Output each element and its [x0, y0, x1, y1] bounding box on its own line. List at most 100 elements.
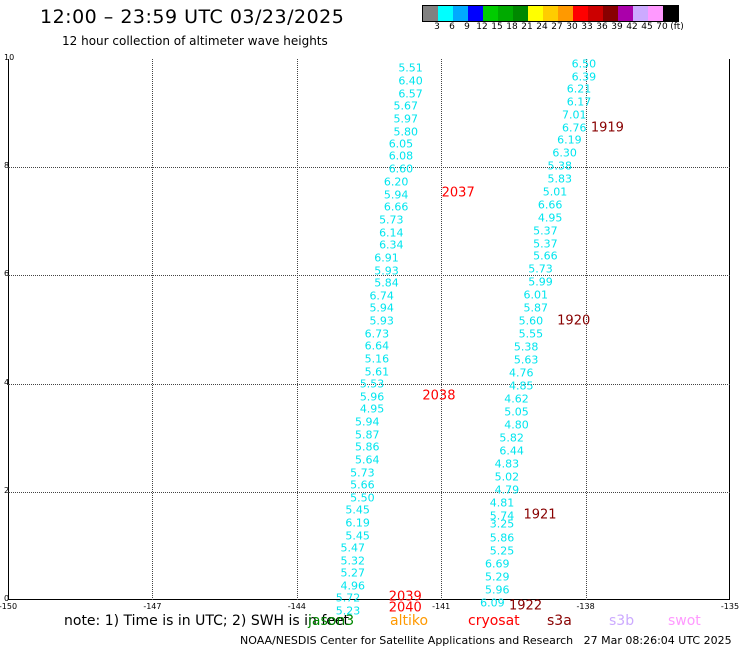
pass-time-label: 1921 [523, 507, 557, 523]
color-swatch [573, 6, 588, 21]
color-swatch [423, 6, 438, 21]
color-scale-label: 27 [551, 22, 563, 32]
color-swatch [543, 6, 558, 21]
color-swatch [558, 6, 573, 21]
swh-value: 6.40 [398, 74, 423, 88]
swh-value: 4.79 [494, 483, 520, 497]
swh-value: 5.37 [533, 224, 558, 238]
swh-value: 4.80 [504, 418, 529, 432]
swh-value: 6.19 [345, 516, 370, 530]
color-scale-label: 36 [596, 22, 608, 32]
satellite-legend-s3b: s3b [609, 613, 635, 629]
swh-value: 5.86 [355, 440, 380, 454]
swh-value: 5.87 [355, 428, 380, 442]
swh-value: 5.74 [489, 509, 515, 523]
swh-value: 5.63 [513, 353, 539, 367]
color-scale-label: 3 [434, 22, 440, 32]
swh-value: 5.25 [489, 544, 515, 558]
color-scale-label: (ft) [670, 22, 684, 32]
swh-value: 5.64 [355, 453, 380, 467]
pass-time-label: 1919 [590, 120, 624, 136]
color-swatch [618, 6, 633, 21]
swh-value: 3.25 [489, 517, 515, 531]
swh-value: 6.69 [484, 557, 510, 571]
swh-value: 5.50 [350, 491, 375, 505]
swh-value: 4.76 [509, 366, 534, 380]
color-scale-label: 24 [536, 22, 548, 32]
swh-value: 5.96 [359, 390, 385, 404]
swh-value: 5.94 [369, 301, 394, 315]
swh-value: 6.39 [571, 70, 597, 84]
swh-value: 5.82 [499, 431, 524, 445]
swh-value: 5.94 [383, 188, 409, 202]
swh-value: 5.73 [528, 262, 553, 276]
gridline-vertical [585, 59, 587, 600]
swh-value: 5.72 [335, 591, 361, 605]
swh-value: 6.74 [369, 289, 394, 303]
swh-value: 6.66 [383, 200, 409, 214]
satellite-legend-altiko: altiko [390, 613, 429, 629]
chart-title: 12:00 – 23:59 UTC 03/23/2025 [40, 6, 345, 28]
swh-value: 6.01 [523, 288, 548, 302]
color-swatch [513, 6, 528, 21]
satellite-legend-jason3: jason3 [308, 613, 355, 629]
plot-area [8, 59, 730, 600]
swh-value: 5.37 [533, 237, 558, 251]
swh-value: 6.17 [566, 95, 592, 109]
swh-value: 6.34 [379, 238, 404, 252]
swh-value: 5.80 [393, 125, 419, 139]
swh-value: 6.50 [571, 57, 597, 71]
swh-value: 5.84 [374, 276, 399, 290]
swh-value: 4.62 [504, 392, 529, 406]
swh-value: 6.09 [480, 596, 505, 610]
swh-value: 6.60 [388, 162, 414, 176]
wave-height-color-scale [422, 5, 679, 22]
x-tick-label: -135 [720, 602, 740, 611]
swh-value: 6.20 [383, 175, 409, 189]
color-swatch [483, 6, 498, 21]
swh-value: 6.66 [537, 198, 563, 212]
swh-value: 5.32 [340, 554, 366, 567]
swh-value: 4.95 [359, 402, 385, 416]
color-swatch [588, 6, 603, 21]
pass-time-label: 1920 [557, 313, 591, 329]
swh-value: 5.29 [484, 570, 510, 584]
swh-value: 5.45 [345, 529, 370, 543]
color-scale-label: 18 [506, 22, 518, 32]
swh-value: 5.47 [340, 541, 366, 555]
swh-value: 5.38 [547, 159, 573, 173]
satellite-legend-s3a: s3a [547, 613, 572, 629]
swh-value: 6.08 [388, 149, 414, 163]
pass-time-label: 2038 [422, 388, 456, 403]
color-scale-label: 15 [491, 22, 503, 32]
color-swatch [603, 6, 618, 21]
color-swatch [468, 6, 483, 21]
chart-subtitle: 12 hour collection of altimeter wave hei… [62, 34, 328, 48]
swh-value: 5.01 [542, 185, 568, 199]
swh-value: 5.93 [369, 314, 394, 328]
swh-value: 5.83 [547, 172, 573, 186]
swh-value: 6.30 [552, 146, 577, 160]
swh-value: 5.94 [355, 415, 380, 429]
y-tick-label: 8 [4, 161, 10, 171]
swh-value: 7.01 [561, 108, 587, 122]
swh-value: 5.87 [523, 301, 548, 315]
color-scale-label: 6 [449, 22, 455, 32]
x-tick-label: -144 [287, 602, 306, 611]
swh-value: 5.60 [518, 314, 544, 328]
color-scale-label: 42 [626, 22, 638, 32]
gridline-vertical [152, 59, 154, 600]
swh-value: 5.66 [533, 249, 558, 263]
legend-note: note: 1) Time is in UTC; 2) SWH is in fe… [64, 613, 350, 629]
swh-value: 5.38 [513, 340, 539, 354]
color-swatch [663, 6, 678, 21]
swh-value: 6.21 [566, 82, 592, 96]
swh-value: 5.86 [489, 531, 515, 545]
color-swatch [453, 6, 468, 21]
swh-value: 4.83 [494, 457, 520, 471]
gridline-horizontal [8, 167, 730, 169]
x-tick-label: -138 [576, 602, 595, 611]
x-tick-label: -150 [0, 602, 18, 611]
swh-value: 5.55 [518, 327, 544, 341]
color-scale-label: 70 [656, 22, 668, 32]
